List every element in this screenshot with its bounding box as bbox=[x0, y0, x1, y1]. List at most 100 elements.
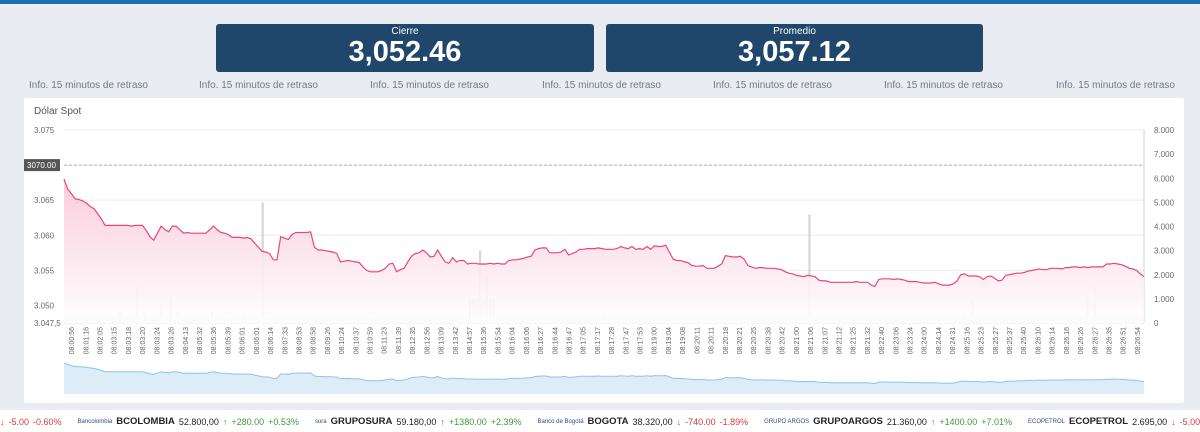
y-right-tick: 4.000 bbox=[1154, 223, 1175, 232]
delay-note: Info. 15 minutos de retraso bbox=[542, 80, 661, 91]
x-tick: 08:24:00 bbox=[922, 327, 929, 354]
x-tick: 08:17:05 bbox=[581, 327, 588, 354]
x-tick: 08:10:37 bbox=[353, 327, 360, 354]
x-tick: 08:19:00 bbox=[652, 327, 659, 354]
delay-note: Info. 15 minutos de retraso bbox=[1056, 80, 1175, 91]
x-tick: 08:05:36 bbox=[211, 327, 218, 354]
x-tick: 08:26:51 bbox=[1121, 327, 1128, 354]
ticker-symbol: GRUPOSURA bbox=[330, 416, 393, 427]
x-tick: 08:10:24 bbox=[339, 327, 346, 354]
x-tick: 08:20:21 bbox=[737, 327, 744, 354]
x-tick: 08:25:37 bbox=[1007, 327, 1014, 354]
x-tick: 08:03:18 bbox=[126, 327, 133, 354]
ticker-logo: GRUPO ARGOS bbox=[764, 418, 810, 425]
price-line bbox=[63, 178, 1145, 288]
x-tick: 08:23:24 bbox=[908, 327, 915, 354]
dolar-spot-chart[interactable]: Dólar Spot3.0753.0703.0653.0603.0553.050… bbox=[24, 98, 1184, 403]
x-tick: 08:03:15 bbox=[112, 327, 119, 354]
x-tick: 08:03:20 bbox=[140, 327, 147, 354]
cierre-label: Cierre bbox=[391, 26, 419, 37]
arrow-down-icon: ↓ bbox=[1171, 416, 1176, 427]
x-tick: 08:08:53 bbox=[296, 327, 303, 354]
x-tick: 08:25:23 bbox=[979, 327, 986, 354]
x-tick: 08:13:09 bbox=[439, 327, 446, 354]
x-tick: 08:24:31 bbox=[950, 327, 957, 354]
ticker-percent: +2.39% bbox=[490, 416, 522, 427]
volume-bar bbox=[808, 214, 811, 323]
x-tick: 08:17:28 bbox=[609, 327, 616, 354]
x-tick: 08:21:25 bbox=[851, 327, 858, 354]
ticker-change: +1400.00 bbox=[939, 416, 978, 427]
x-tick: 08:06:01 bbox=[240, 327, 247, 354]
ticker-item: GRUPO ARGOS GRUPOARGOS 21.360,00 ↑ +1400.00 +… bbox=[764, 416, 1016, 427]
ticker-symbol: BOGOTA bbox=[587, 416, 629, 427]
x-tick: 08:16:47 bbox=[566, 327, 573, 354]
x-tick: 08:22:40 bbox=[879, 327, 886, 354]
ticker-logo: Bancolombia bbox=[77, 418, 113, 425]
x-tick: 08:08:58 bbox=[311, 327, 318, 354]
x-tick: 08:16:06 bbox=[524, 327, 531, 354]
delay-note: Info. 15 minutos de retraso bbox=[713, 80, 832, 91]
x-tick: 08:00:56 bbox=[69, 327, 76, 354]
delay-note: Info. 15 minutos de retraso bbox=[884, 80, 1003, 91]
x-tick: 08:06:14 bbox=[268, 327, 275, 354]
x-tick: 08:05:32 bbox=[197, 327, 204, 354]
delay-note: Info. 15 minutos de retraso bbox=[29, 80, 148, 91]
promedio-card: Promedio 3,057.12 bbox=[606, 24, 983, 72]
cierre-value: 3,052.46 bbox=[348, 36, 462, 68]
ticker-change: +1380.00 bbox=[448, 416, 487, 427]
x-tick: 08:20:38 bbox=[765, 327, 772, 354]
x-tick: 08:07:33 bbox=[282, 327, 289, 354]
y-left-tick: 3.047,5 bbox=[34, 319, 61, 328]
y-right-tick: 2.000 bbox=[1154, 271, 1175, 280]
promedio-label: Promedio bbox=[773, 26, 816, 37]
ticker-change: -5.00 bbox=[8, 416, 30, 427]
x-tick: 08:12:56 bbox=[424, 327, 431, 354]
stock-ticker: ↓ -5.00 -0.60% Bancolombia BCOLOMBIA 52.800,0… bbox=[0, 410, 1200, 432]
x-tick: 08:01:16 bbox=[83, 327, 90, 354]
y-left-tick: 3.055 bbox=[34, 266, 55, 275]
y-right-tick: 6.000 bbox=[1154, 174, 1175, 183]
ticker-price: 21.360,00 bbox=[886, 416, 927, 427]
x-tick: 08:23:06 bbox=[893, 327, 900, 354]
ticker-change: -5.00 bbox=[1179, 416, 1200, 427]
x-tick: 08:25:27 bbox=[993, 327, 1000, 354]
delay-note: Info. 15 minutos de retraso bbox=[370, 80, 489, 91]
y-left-tick: 3.065 bbox=[34, 196, 55, 205]
y-right-tick: 3.000 bbox=[1154, 247, 1175, 256]
x-tick: 08:26:54 bbox=[1135, 327, 1142, 354]
x-tick: 08:26:26 bbox=[1078, 327, 1085, 354]
ticker-logo: sura bbox=[314, 418, 327, 425]
navigator-line bbox=[63, 362, 1145, 385]
promedio-value: 3,057.12 bbox=[738, 36, 851, 68]
x-tick: 08:21:07 bbox=[822, 327, 829, 354]
delay-note: Info. 15 minutos de retraso bbox=[199, 80, 318, 91]
x-tick: 08:26:14 bbox=[1050, 327, 1057, 354]
y-right-tick: 0 bbox=[1154, 319, 1159, 328]
ticker-percent: +7.01% bbox=[981, 416, 1012, 427]
ticker-item: Bancolombia BCOLOMBIA 52.800,00 ↑ +280.00 +0.… bbox=[78, 416, 303, 427]
x-tick: 08:03:24 bbox=[154, 327, 161, 354]
x-tick: 08:14:57 bbox=[467, 327, 474, 354]
ticker-item: Banco de Bogotá BOGOTA 38.320,00 ↓ -740.00 -1… bbox=[538, 416, 753, 427]
arrow-up-icon: ↑ bbox=[222, 416, 228, 427]
ticker-change: -740.00 bbox=[685, 416, 716, 427]
y-right-tick: 5.000 bbox=[1154, 198, 1175, 207]
ticker-logo: Banco de Bogotá bbox=[537, 418, 584, 425]
x-tick: 08:16:04 bbox=[510, 327, 517, 354]
x-tick: 08:04:13 bbox=[183, 327, 190, 354]
ticker-item: sura GRUPOSURA 59.180,00 ↑ +1380.00 +2.39% bbox=[315, 416, 526, 427]
y-left-tick: 3.060 bbox=[34, 231, 55, 240]
x-tick: 08:05:39 bbox=[225, 327, 232, 354]
x-tick: 08:26:35 bbox=[1106, 327, 1113, 354]
top-accent-bar bbox=[0, 0, 1200, 4]
ticker-price: 38.320,00 bbox=[632, 416, 673, 427]
ticker-symbol: ECOPETROL bbox=[1069, 416, 1129, 427]
x-tick: 08:20:11 bbox=[694, 327, 701, 354]
cierre-card: Cierre 3,052.46 bbox=[216, 24, 594, 72]
x-tick: 08:03:26 bbox=[169, 327, 176, 354]
arrow-down-icon: ↓ bbox=[0, 416, 5, 427]
x-tick: 08:17:53 bbox=[638, 327, 645, 354]
ticker-price: 52.800,00 bbox=[178, 416, 219, 427]
